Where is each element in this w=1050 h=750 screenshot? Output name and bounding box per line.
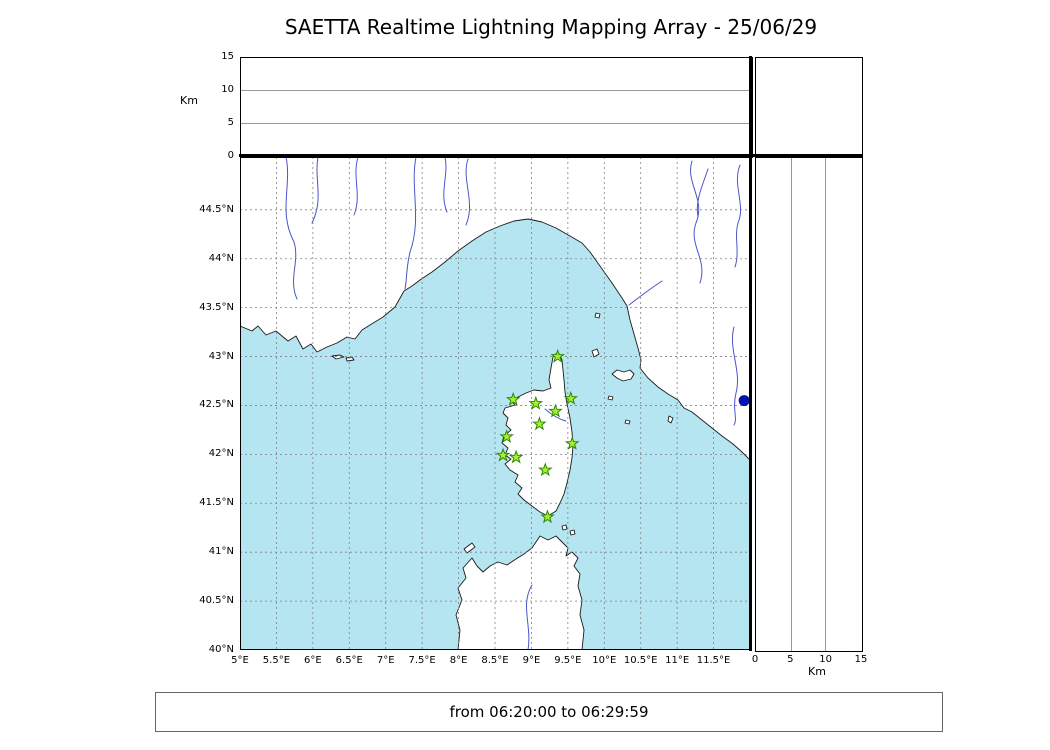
altitude-longitude-panel (240, 57, 753, 158)
altitude-tick-label: 5 (227, 117, 234, 128)
lat-tick-label: 40°N (208, 644, 234, 655)
altitude-gridline (241, 90, 752, 92)
river (285, 156, 298, 300)
lat-tick-label: 44.5°N (199, 203, 234, 215)
lon-tick-label: 9°E (522, 655, 541, 666)
lon-tick-label: 7.5°E (408, 655, 436, 666)
gorgona-island (594, 312, 601, 319)
altitude-tick-label: 5 (787, 654, 794, 665)
sardinia-landmass (455, 535, 585, 651)
montecristo-island (624, 419, 631, 425)
heavy-separator-vertical (749, 56, 752, 651)
altitude-gridline (790, 158, 792, 651)
river (465, 158, 470, 226)
station-markers-layer (495, 348, 750, 524)
lma-station-star-marker (508, 449, 524, 464)
lma-station-star-marker (540, 509, 555, 524)
river (734, 164, 742, 268)
lma-station-star-marker (528, 395, 544, 410)
elba-island (611, 369, 635, 382)
river (311, 156, 319, 224)
river (696, 168, 709, 218)
altitude-gridline (241, 122, 752, 124)
river (443, 156, 448, 213)
blue-dot-marker (738, 395, 750, 407)
altitude-histogram-panel (755, 57, 863, 158)
heavy-separator-horizontal (239, 154, 862, 157)
river (732, 326, 738, 426)
maddalena-island-1 (561, 524, 568, 531)
lat-tick-label: 43°N (208, 350, 234, 362)
altitude-gridline (825, 158, 827, 651)
altitude-tick-label: 10 (221, 84, 234, 95)
lon-tick-label: 8.5°E (481, 655, 509, 666)
lon-tick-label: 6°E (304, 655, 322, 666)
hyeres-island-2 (345, 356, 355, 362)
capraia-island (591, 348, 600, 358)
lon-tick-label: 7°E (376, 655, 395, 666)
km-axis-label-right: Km (808, 665, 826, 678)
km-axis-label-top: Km (180, 94, 198, 107)
maddalena-island-2 (569, 529, 576, 536)
lat-tick-label: 42.5°N (199, 399, 234, 411)
lma-station-star-marker (532, 416, 547, 431)
lat-tick-label: 43.5°N (199, 301, 234, 313)
altitude-tick-label: 15 (854, 654, 868, 665)
river (404, 156, 417, 290)
lon-tick-label: 11°E (665, 655, 690, 666)
lma-station-star-marker (550, 348, 566, 363)
lon-tick-label: 10°E (592, 655, 617, 666)
lat-tick-label: 41.5°N (199, 497, 234, 509)
hyeres-island-1 (331, 354, 345, 360)
lat-tick-label: 40.5°N (199, 595, 234, 607)
lma-station-star-marker (495, 447, 511, 462)
lma-station-star-marker (499, 429, 515, 444)
altitude-tick-label: 0 (751, 654, 759, 665)
lma-station-star-marker (563, 390, 579, 405)
lon-tick-label: 8°E (449, 655, 468, 666)
lma-station-star-marker (548, 403, 563, 418)
time-range-box: from 06:20:00 to 06:29:59 (155, 692, 943, 732)
lat-tick-label: 41°N (208, 546, 234, 558)
figure-title: SAETTA Realtime Lightning Mapping Array … (284, 15, 818, 39)
altitude-tick-label: 10 (819, 654, 833, 665)
time-range-text: from 06:20:00 to 06:29:59 (449, 703, 649, 721)
river (690, 160, 703, 284)
altitude-latitude-panel (755, 157, 863, 652)
lma-station-star-marker (564, 435, 580, 450)
lon-tick-label: 10.5°E (623, 655, 658, 666)
lma-station-star-marker (537, 462, 553, 477)
river (544, 408, 567, 422)
rivers-layer (285, 156, 742, 651)
asinara-island (463, 542, 476, 554)
giglio-island (667, 415, 674, 424)
lat-tick-label: 44°N (208, 252, 234, 264)
continental-coastline (239, 156, 751, 461)
pianosa-island (607, 395, 614, 401)
lon-tick-label: 9.5°E (554, 655, 582, 666)
river (628, 280, 663, 306)
map-panel (239, 156, 751, 651)
land-layer (239, 156, 751, 651)
altitude-tick-label: 15 (221, 51, 234, 62)
lon-tick-label: 5.5°E (262, 655, 291, 666)
lon-tick-label: 6.5°E (335, 655, 363, 666)
lon-tick-label: 5°E (231, 655, 249, 666)
lat-tick-label: 42°N (208, 448, 234, 460)
altitude-tick-label: 0 (227, 150, 234, 161)
lma-station-star-marker (505, 391, 521, 406)
river (526, 584, 533, 651)
lon-tick-label: 11.5°E (696, 655, 731, 666)
